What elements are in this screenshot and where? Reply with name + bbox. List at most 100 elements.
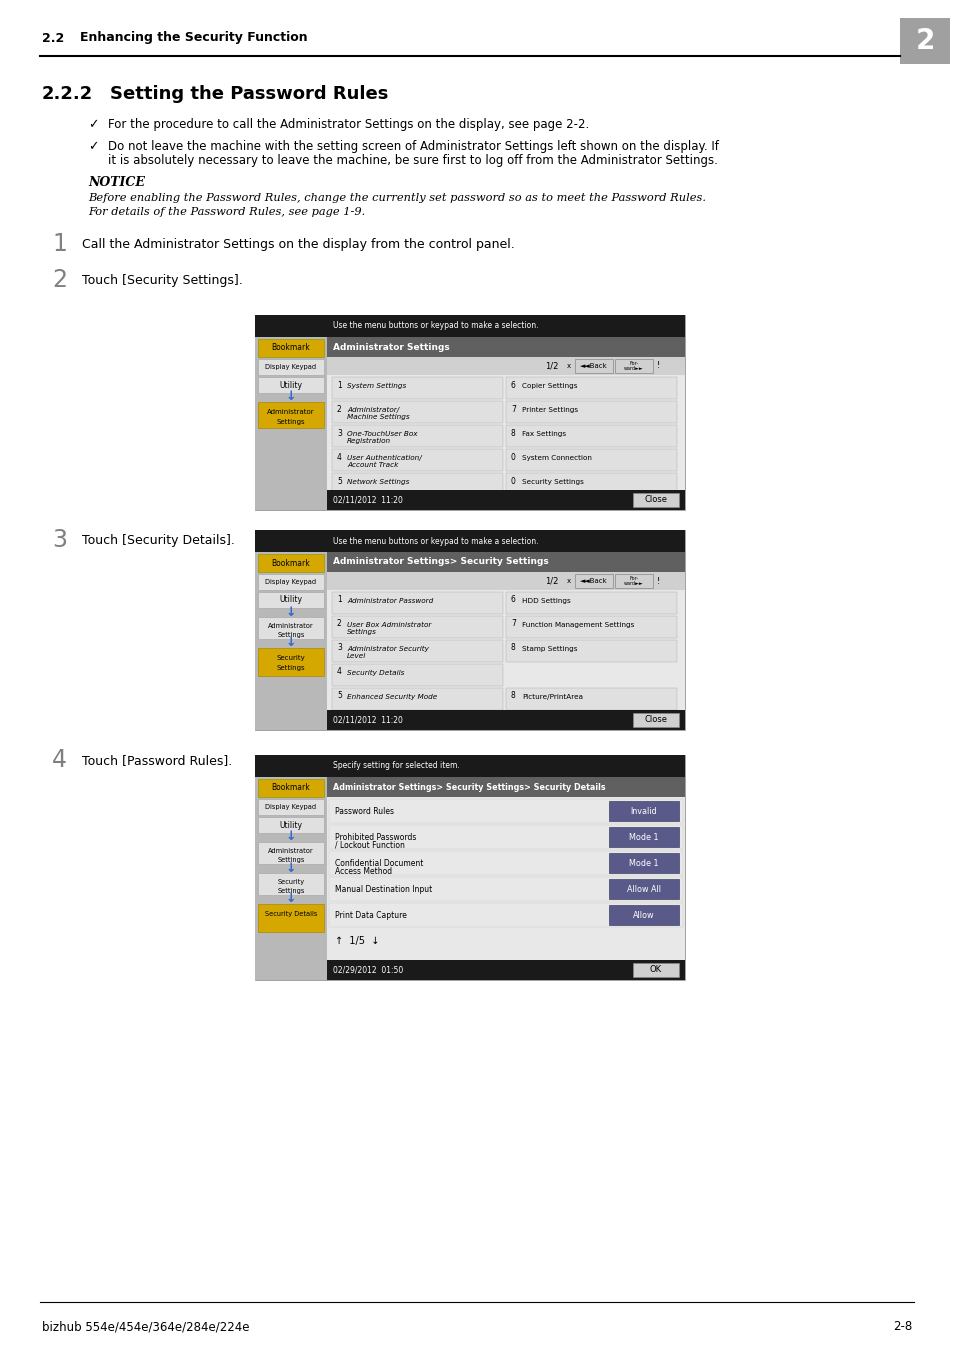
Bar	[329, 878, 682, 900]
Text: Utility: Utility	[279, 381, 302, 390]
Text: Touch [Security Details].: Touch [Security Details].	[82, 535, 234, 547]
Text: Security Details: Security Details	[347, 670, 404, 676]
Text: ◄◄Back: ◄◄Back	[579, 578, 607, 585]
Bar	[615, 574, 652, 589]
Text: Security: Security	[277, 879, 304, 886]
Bar	[332, 401, 502, 423]
Text: Administrator Settings: Administrator Settings	[333, 343, 449, 351]
Text: Utility: Utility	[279, 595, 302, 605]
Text: Administrator Password: Administrator Password	[347, 598, 433, 603]
Bar	[257, 779, 324, 796]
Text: x: x	[566, 578, 571, 585]
Text: Invalid: Invalid	[630, 807, 657, 817]
Text: 1: 1	[52, 232, 67, 256]
Text: Administrator Settings> Security Settings: Administrator Settings> Security Setting…	[333, 558, 548, 567]
Bar	[327, 778, 684, 980]
Bar	[608, 801, 679, 821]
Text: Enhanced Security Mode: Enhanced Security Mode	[347, 694, 436, 701]
Text: Manual Destination Input: Manual Destination Input	[335, 886, 432, 895]
Text: Printer Settings: Printer Settings	[521, 406, 578, 413]
Bar	[329, 825, 682, 849]
Bar	[257, 593, 324, 608]
Text: System Connection: System Connection	[521, 455, 591, 460]
Bar	[254, 531, 684, 552]
Text: 1/2: 1/2	[544, 576, 558, 586]
Text: Network Settings: Network Settings	[347, 479, 409, 485]
Text: / Lockout Function: / Lockout Function	[335, 841, 404, 850]
Text: ↓: ↓	[286, 892, 296, 906]
Bar	[254, 531, 684, 730]
Text: Do not leave the machine with the setting screen of Administrator Settings left : Do not leave the machine with the settin…	[108, 140, 719, 153]
Text: Fax Settings: Fax Settings	[521, 431, 565, 437]
Text: 4: 4	[52, 748, 67, 772]
Bar	[257, 873, 324, 895]
Text: ↓: ↓	[286, 861, 296, 875]
Text: User Box Administrator: User Box Administrator	[347, 622, 431, 628]
Text: 4: 4	[336, 452, 341, 462]
Bar	[254, 315, 684, 510]
Bar	[257, 617, 324, 639]
Bar	[332, 377, 502, 400]
Text: Security Details: Security Details	[265, 911, 316, 917]
Text: Display Keypad: Display Keypad	[265, 364, 316, 370]
Bar	[332, 450, 502, 471]
Text: Settings: Settings	[276, 418, 305, 425]
Text: 4: 4	[336, 667, 341, 676]
Bar	[329, 850, 682, 875]
Bar	[257, 402, 324, 428]
Bar	[575, 574, 613, 589]
Text: Confidential Document: Confidential Document	[335, 859, 423, 868]
Bar	[633, 493, 679, 508]
Bar	[505, 640, 677, 662]
Bar	[505, 616, 677, 639]
Text: 6: 6	[511, 381, 516, 390]
Bar	[608, 879, 679, 899]
Bar	[254, 315, 684, 338]
Text: 02/29/2012  01:50: 02/29/2012 01:50	[333, 965, 403, 975]
Text: 0: 0	[511, 452, 516, 462]
Bar	[505, 472, 677, 495]
Bar	[327, 778, 684, 796]
Bar	[257, 842, 324, 864]
Text: Settings: Settings	[277, 632, 304, 639]
Text: OK: OK	[649, 965, 661, 975]
Text: Security Settings: Security Settings	[521, 479, 583, 485]
Text: Security: Security	[276, 655, 305, 662]
Text: Bookmark: Bookmark	[272, 559, 310, 567]
Text: Allow All: Allow All	[626, 886, 660, 895]
Text: NOTICE: NOTICE	[88, 176, 145, 189]
Text: 2: 2	[914, 27, 934, 55]
Text: 3: 3	[336, 644, 341, 652]
Text: ↓: ↓	[286, 830, 296, 844]
Text: 1: 1	[336, 381, 341, 390]
Bar	[257, 554, 324, 572]
Bar	[257, 339, 324, 356]
Bar	[329, 903, 682, 927]
Bar	[327, 552, 684, 572]
Text: For details of the Password Rules, see page 1-9.: For details of the Password Rules, see p…	[88, 207, 365, 217]
Text: 2.2.2: 2.2.2	[42, 85, 93, 103]
Text: For-
ward►►: For- ward►►	[623, 575, 643, 586]
Bar	[254, 315, 327, 510]
Bar	[327, 710, 684, 730]
Text: Mode 1: Mode 1	[629, 860, 659, 868]
Bar	[257, 574, 324, 590]
Bar	[327, 960, 684, 980]
Text: !: !	[657, 576, 659, 586]
Bar	[329, 799, 682, 824]
Text: 8: 8	[511, 428, 516, 437]
Text: 5: 5	[336, 477, 341, 486]
Bar	[505, 377, 677, 400]
Text: User Authentication/: User Authentication/	[347, 455, 421, 462]
Bar	[332, 616, 502, 639]
Text: Display Keypad: Display Keypad	[265, 579, 316, 585]
Text: Administrator: Administrator	[268, 848, 314, 855]
Bar	[257, 359, 324, 375]
Bar	[254, 755, 684, 980]
Bar	[505, 425, 677, 447]
Text: Enhancing the Security Function: Enhancing the Security Function	[80, 31, 307, 45]
Text: 1: 1	[336, 595, 341, 605]
Bar	[505, 688, 677, 710]
Text: One-TouchUser Box: One-TouchUser Box	[347, 431, 417, 437]
Text: Allow: Allow	[633, 911, 654, 921]
